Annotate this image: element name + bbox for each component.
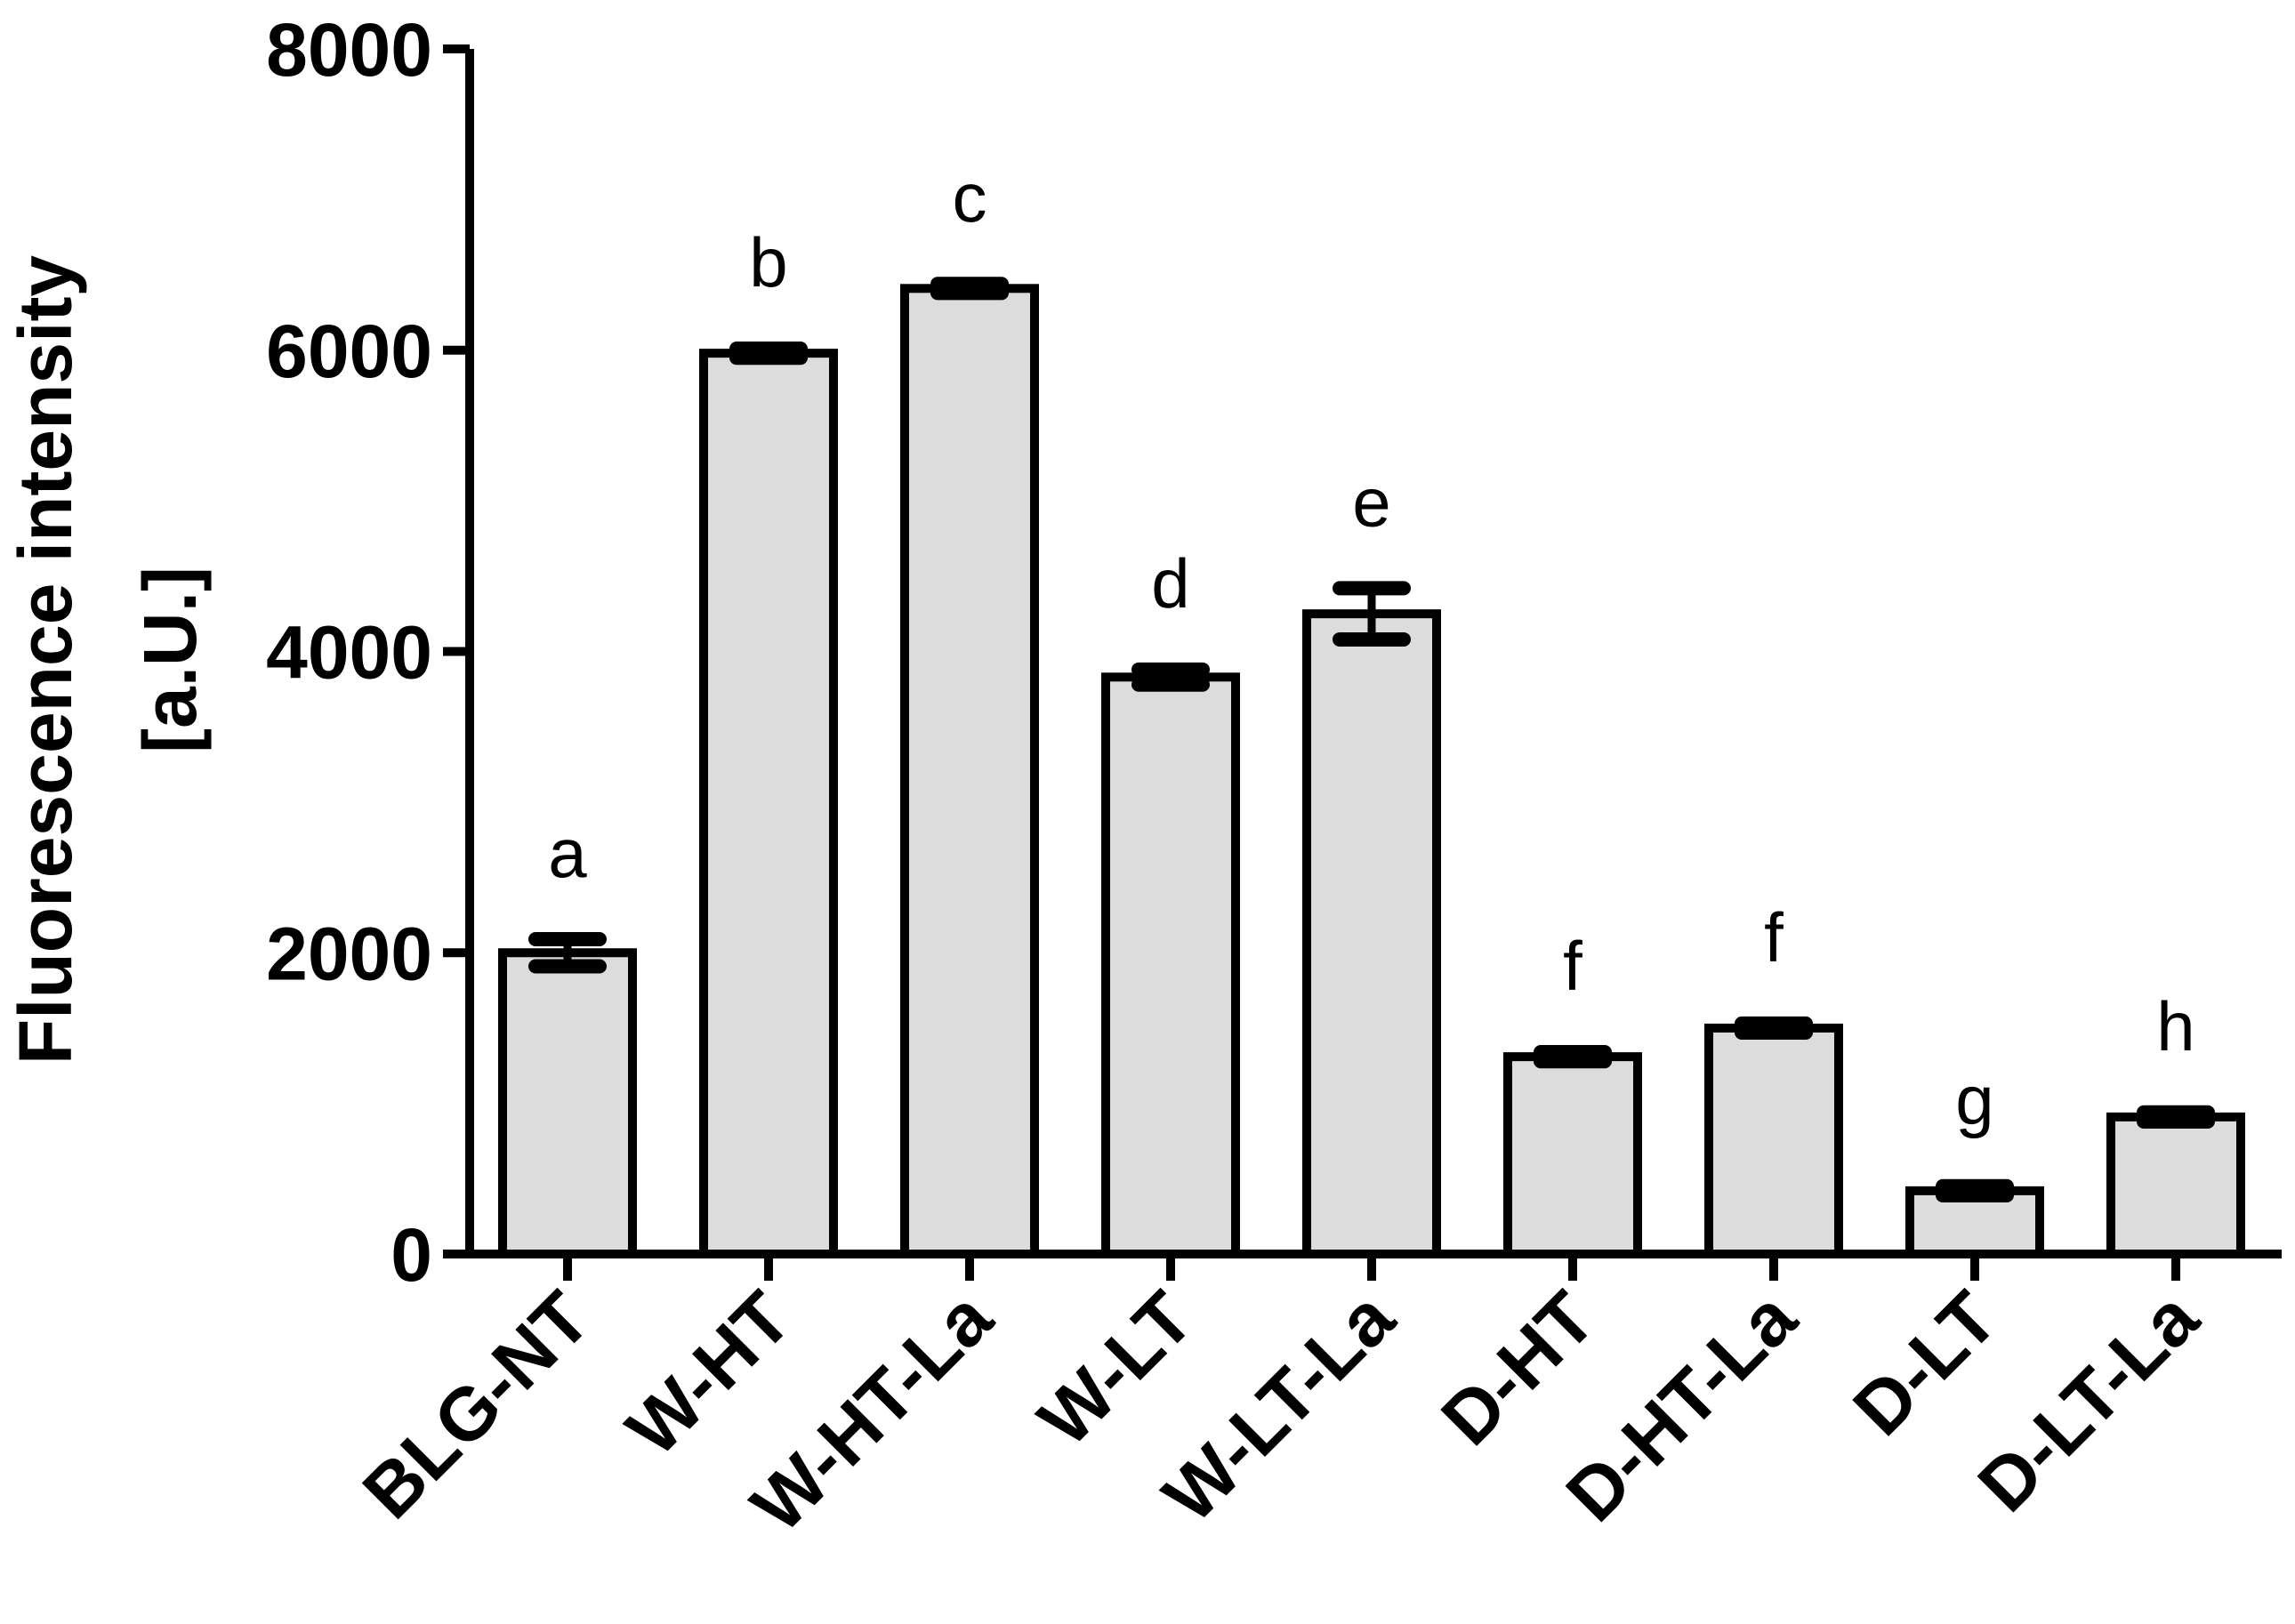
significance-letter-d-ht-la: f: [1764, 898, 1784, 977]
y-axis-title-line-1: Fluorescence intensity: [4, 255, 87, 1065]
x-tick-label-w-lt: W-LT: [1022, 1275, 1208, 1461]
significance-letter-w-ht-la: c: [953, 158, 987, 237]
y-tick-label-4000: 4000: [266, 611, 432, 695]
x-tick-label-d-lt-la: D-LT-La: [1962, 1274, 2215, 1527]
significance-letter-blg-nt: a: [548, 814, 587, 892]
y-axis-title: Fluorescence intensity [a.U.]: [4, 255, 212, 1065]
bar-d-ht: [1503, 1052, 1642, 1259]
x-tick-label-d-lt: D-LT: [1837, 1275, 2012, 1451]
significance-letter-d-ht: f: [1563, 927, 1582, 1005]
bar-w-ht: [699, 349, 838, 1258]
y-tick-label-2000: 2000: [266, 912, 432, 995]
y-tick-label-6000: 6000: [266, 310, 432, 393]
bar-w-lt: [1101, 672, 1240, 1258]
x-axis: BLG-NT W-HTW-HT-La W-LTW-LT-La D-HTD-HT-La D…: [347, 1250, 2282, 1548]
y-axis-title-line-2: [a.U.]: [128, 567, 212, 753]
y-tick-label-8000: 8000: [266, 8, 432, 92]
y-axis: 0 2000 4000 6000 8000: [266, 8, 474, 1297]
bar-d-ht-la: [1704, 1023, 1843, 1258]
significance-letter-d-lt-la: h: [2156, 987, 2194, 1065]
bars-group: a b c d e f f g h: [498, 158, 2245, 1259]
bar-w-lt-la: [1302, 609, 1441, 1258]
x-tick-label-w-ht: W-HT: [610, 1275, 806, 1471]
bar-w-ht-la: [900, 284, 1039, 1258]
bar-blg-nt: [498, 948, 637, 1258]
significance-letter-w-ht: b: [749, 223, 787, 301]
significance-letter-w-lt-la: e: [1352, 462, 1390, 541]
x-tick-label-d-ht: D-HT: [1425, 1275, 1610, 1460]
significance-letter-d-lt: g: [1955, 1061, 1993, 1139]
bar-d-lt-la: [2106, 1112, 2245, 1259]
x-tick-label-blg-nt: BLG-NT: [347, 1275, 606, 1534]
y-tick-label-0: 0: [391, 1213, 432, 1297]
significance-letter-w-lt: d: [1151, 544, 1189, 623]
